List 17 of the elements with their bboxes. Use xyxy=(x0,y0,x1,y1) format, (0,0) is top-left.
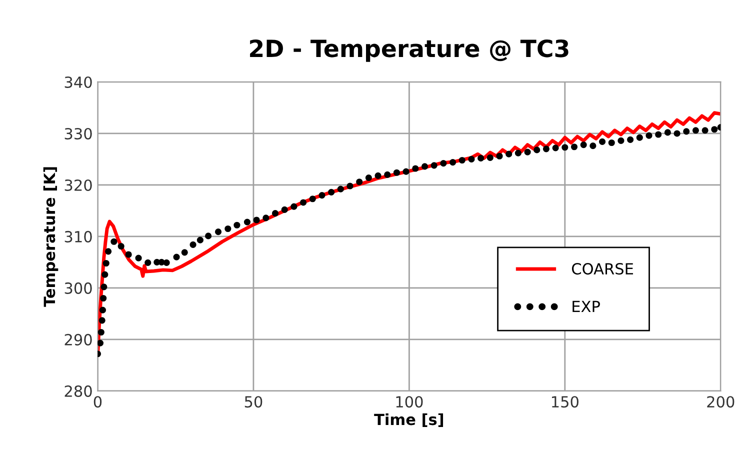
chart-title: 2D - Temperature @ TC3 xyxy=(250,39,568,62)
y-tick-label: 320 xyxy=(64,179,92,191)
y-tick-label: 290 xyxy=(64,334,92,346)
y-tick-label: 300 xyxy=(64,282,92,294)
y-axis-title: Temperature [K] xyxy=(43,167,58,307)
x-tick-label: 0 xyxy=(94,396,102,408)
y-tick-label: 330 xyxy=(64,128,92,140)
x-tick-label: 200 xyxy=(707,396,734,408)
x-tick-label: 50 xyxy=(244,396,262,408)
x-tick-label: 100 xyxy=(396,396,423,408)
y-tick-label: 340 xyxy=(64,76,92,88)
x-axis-title: Time [s] xyxy=(374,413,444,427)
x-tick-label: 150 xyxy=(552,396,578,408)
legend-label: COARSE xyxy=(572,263,633,275)
y-tick-label: 310 xyxy=(64,230,92,242)
y-tick-label: 280 xyxy=(64,385,92,397)
legend-label: EXP xyxy=(572,300,600,312)
